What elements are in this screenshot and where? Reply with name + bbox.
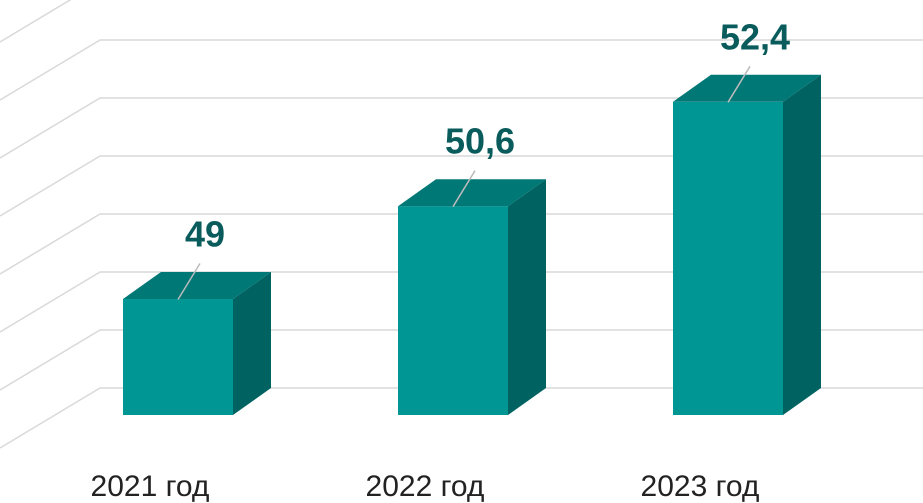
bar (123, 299, 233, 415)
bar-top (123, 272, 271, 299)
grid-line (0, 387, 923, 449)
bar (398, 206, 508, 415)
bar-side (508, 179, 546, 415)
x-tick-label: 2022 год (366, 470, 485, 503)
bar-side (783, 74, 821, 416)
grid-line (0, 155, 923, 217)
x-tick-label: 2021 год (91, 470, 210, 503)
grid-line (0, 329, 923, 391)
grid-line (0, 271, 923, 333)
bar-top (398, 179, 546, 207)
leader-line (727, 65, 751, 103)
grid-line (0, 39, 923, 101)
grid-line (0, 97, 923, 159)
value-label: 50,6 (445, 121, 515, 162)
grid-line (0, 0, 72, 43)
x-tick-label: 2023 год (641, 470, 760, 503)
bar-side (233, 272, 271, 415)
value-label: 49 (185, 214, 225, 255)
bar (673, 101, 783, 416)
leader-line (452, 170, 476, 208)
bar-top (673, 74, 821, 102)
value-label: 52,4 (720, 16, 790, 57)
grid-line (0, 213, 923, 275)
leader-line (177, 263, 201, 300)
